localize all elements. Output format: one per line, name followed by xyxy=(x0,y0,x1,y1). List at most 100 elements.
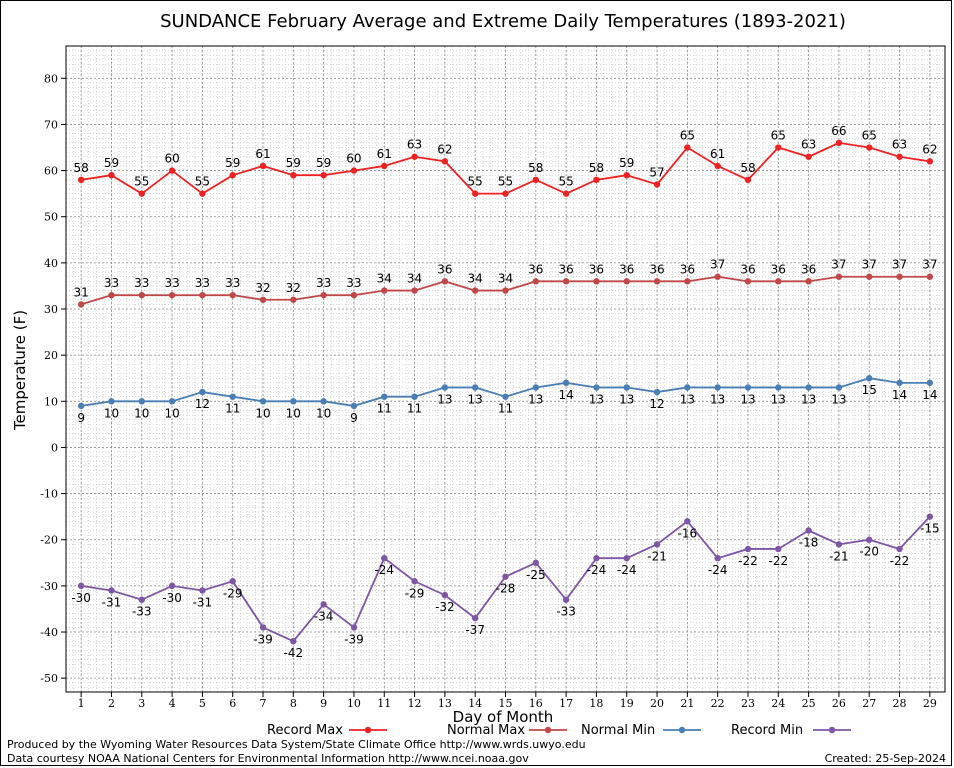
data-label-normal-min: 10 xyxy=(134,406,149,420)
data-label-record-max: 63 xyxy=(801,138,816,152)
x-tick-label: 28 xyxy=(893,697,907,710)
data-label-normal-min: 14 xyxy=(922,388,937,402)
data-point-normal-max xyxy=(593,278,600,285)
data-point-record-max xyxy=(532,176,540,184)
data-label-normal-min: 15 xyxy=(862,383,877,397)
data-point-record-max xyxy=(411,153,418,160)
data-point-normal-min xyxy=(805,384,812,391)
data-point-normal-min xyxy=(138,398,145,405)
data-label-normal-min: 13 xyxy=(831,392,846,406)
data-point-record-min xyxy=(775,545,782,553)
data-point-record-max xyxy=(441,158,449,165)
data-point-normal-max xyxy=(562,278,570,285)
data-point-record-max xyxy=(896,153,903,160)
data-point-normal-max xyxy=(290,296,297,303)
data-label-record-min: -30 xyxy=(162,591,182,605)
data-point-normal-max xyxy=(259,296,267,303)
data-label-normal-max: 37 xyxy=(710,258,725,272)
data-label-normal-min: 13 xyxy=(528,392,543,406)
data-label-record-max: 59 xyxy=(104,156,119,170)
data-label-record-max: 60 xyxy=(346,152,361,166)
data-point-record-max xyxy=(290,172,297,179)
legend: Record Max Normal Max Normal Min Record Min xyxy=(267,723,851,738)
data-point-normal-max xyxy=(199,291,206,299)
data-label-record-max: 61 xyxy=(377,147,392,161)
data-label-record-min: -33 xyxy=(132,605,152,619)
data-label-normal-min: 13 xyxy=(740,392,755,406)
data-label-normal-max: 37 xyxy=(892,258,907,272)
data-point-record-min xyxy=(532,559,540,566)
data-label-normal-min: 13 xyxy=(437,392,452,406)
x-tick-label: 5 xyxy=(199,697,206,710)
data-point-record-min xyxy=(290,638,297,645)
x-tick-label: 11 xyxy=(377,697,391,710)
data-label-normal-max: 34 xyxy=(407,272,422,286)
data-label-normal-min: 11 xyxy=(407,402,422,416)
credit-line-1: Produced by the Wyoming Water Resources … xyxy=(7,738,586,751)
data-point-normal-max xyxy=(775,278,782,285)
data-label-normal-max: 33 xyxy=(316,276,331,290)
data-point-record-max xyxy=(259,162,267,170)
data-label-normal-max: 36 xyxy=(771,262,786,276)
data-point-record-min xyxy=(320,601,327,608)
data-label-record-min: -42 xyxy=(284,646,304,660)
data-point-normal-max xyxy=(350,291,358,299)
data-point-normal-max xyxy=(138,291,145,299)
data-point-normal-min xyxy=(653,388,661,396)
x-tick-label: 12 xyxy=(408,697,422,710)
data-label-record-min: -15 xyxy=(920,522,940,536)
y-tick-label: 30 xyxy=(44,303,58,316)
legend-label-normal-min: Normal Min xyxy=(581,723,655,738)
x-tick-label: 2 xyxy=(108,697,115,710)
legend-label-record-min: Record Min xyxy=(731,723,803,738)
x-tick-label: 7 xyxy=(260,697,267,710)
data-label-record-min: -24 xyxy=(587,563,607,577)
y-tick-label: 80 xyxy=(44,72,58,85)
data-point-record-max xyxy=(744,176,752,184)
y-tick-label: -10 xyxy=(40,488,58,501)
data-point-record-min xyxy=(866,536,873,543)
data-point-normal-min xyxy=(714,384,721,391)
data-label-record-min: -28 xyxy=(496,582,516,596)
data-label-record-min: -31 xyxy=(102,595,122,609)
y-axis-label: Temperature (F) xyxy=(11,310,29,431)
data-label-normal-min: 9 xyxy=(350,411,358,425)
data-point-record-max xyxy=(835,139,843,147)
y-tick-label: 20 xyxy=(44,349,58,362)
x-tick-label: 14 xyxy=(468,697,482,710)
data-point-record-min xyxy=(896,545,903,553)
chart-title: SUNDANCE February Average and Extreme Da… xyxy=(160,11,846,32)
data-label-record-min: -33 xyxy=(556,605,576,619)
data-label-normal-min: 10 xyxy=(286,406,301,420)
data-label-record-max: 58 xyxy=(528,161,543,175)
data-label-normal-min: 13 xyxy=(619,392,634,406)
data-point-normal-min xyxy=(896,379,903,387)
data-point-normal-max xyxy=(108,291,115,299)
x-tick-label: 27 xyxy=(862,697,876,710)
x-tick-label: 3 xyxy=(138,697,145,710)
data-point-normal-max xyxy=(77,301,85,308)
data-point-record-max xyxy=(805,153,812,160)
data-label-normal-min: 13 xyxy=(589,392,604,406)
data-point-record-max xyxy=(168,167,176,174)
y-tick-label: 60 xyxy=(44,165,58,178)
x-tick-label: 17 xyxy=(559,697,573,710)
credit-line-2: Data courtesy NOAA National Centers for … xyxy=(7,752,529,765)
data-label-normal-max: 36 xyxy=(437,262,452,276)
data-point-record-min xyxy=(623,554,630,562)
data-label-normal-min: 13 xyxy=(710,392,725,406)
data-point-record-max xyxy=(926,158,934,165)
data-label-normal-max: 33 xyxy=(346,276,361,290)
data-point-record-min xyxy=(562,596,570,603)
x-tick-label: 19 xyxy=(620,697,634,710)
data-point-normal-max xyxy=(623,278,630,285)
legend-marker-normal-max xyxy=(544,726,552,734)
data-label-normal-max: 36 xyxy=(528,262,543,276)
x-tick-label: 8 xyxy=(290,697,297,710)
data-label-normal-max: 34 xyxy=(498,272,513,286)
data-point-normal-max xyxy=(229,291,236,299)
data-label-record-min: -24 xyxy=(708,563,728,577)
x-tick-label: 22 xyxy=(711,697,725,710)
x-tick-label: 1 xyxy=(78,697,85,710)
